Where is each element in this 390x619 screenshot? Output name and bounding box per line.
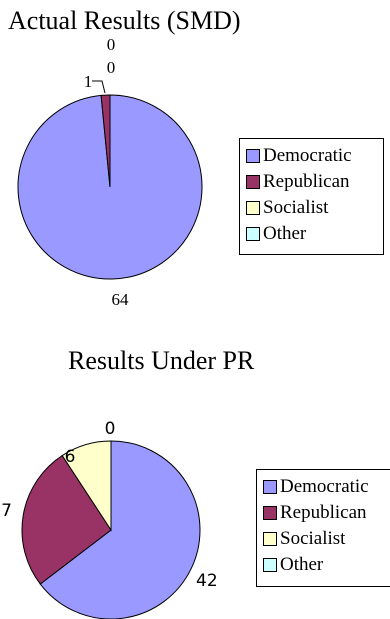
legend-swatch [246,149,260,163]
data-label-democratic: 42 [196,571,218,591]
legend-pr: Democratic Republican Socialist Other [256,469,390,587]
legend-label: Socialist [280,528,346,549]
legend-item-democratic: Democratic [246,143,377,169]
leader-line [92,80,106,94]
legend-swatch [263,506,277,520]
legend-item-socialist: Socialist [246,195,377,221]
data-label-republican: 1 [84,72,93,91]
legend-item-republican: Republican [263,500,387,526]
legend-swatch [246,201,260,215]
data-label-socialist: 0 [107,35,116,54]
data-label-other: 0 [107,58,116,77]
legend-item-republican: Republican [246,169,377,195]
legend-swatch [263,532,277,546]
legend-label: Republican [280,502,367,523]
data-label-other: 0 [105,419,116,439]
pie-slice-republican [21,454,112,585]
legend-label: Democratic [280,476,369,497]
chart-title-pr: Results Under PR [68,346,255,375]
legend-item-other: Other [263,552,387,578]
legend-swatch [263,558,277,572]
pie-slice-democratic [39,440,201,619]
legend-item-socialist: Socialist [263,526,387,552]
legend-swatch [246,227,260,241]
legend-label: Other [263,223,307,244]
legend-label: Socialist [263,197,329,218]
data-label-socialist: 6 [65,447,76,467]
legend-label: Other [280,554,324,575]
legend-item-democratic: Democratic [263,474,387,500]
legend-swatch [246,175,260,189]
data-label-republican: 7 [1,501,12,521]
legend-item-other: Other [246,221,377,247]
legend-label: Republican [263,171,350,192]
legend-swatch [263,480,277,494]
chart-title-smd: Actual Results (SMD) [8,6,241,35]
legend-label: Democratic [263,145,352,166]
legend-smd: Democratic Republican Socialist Other [239,138,384,255]
data-label-democratic: 64 [112,290,130,309]
